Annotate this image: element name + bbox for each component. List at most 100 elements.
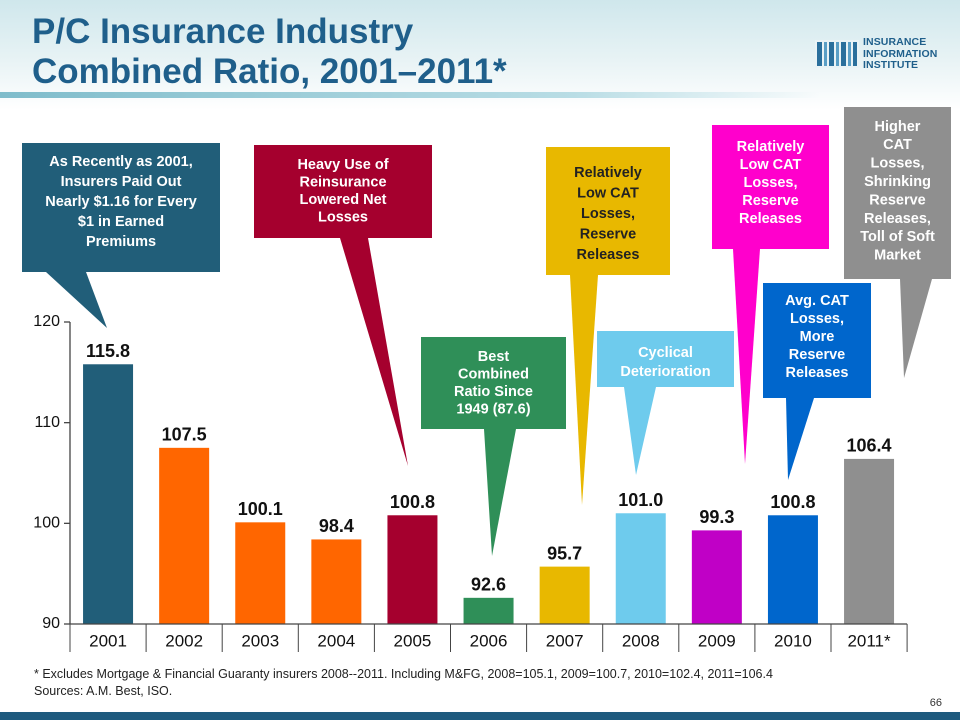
callout-2007-box xyxy=(546,147,670,275)
value-label-2001: 115.8 xyxy=(86,341,130,361)
callout-2010-box xyxy=(763,283,871,398)
callout-2008-box xyxy=(597,331,734,387)
x-tick-label-2007: 2007 xyxy=(546,631,584,650)
footnote-sources: Sources: A.M. Best, ISO. xyxy=(34,684,173,698)
callout-2010-line-5: Releases xyxy=(786,365,849,381)
value-label-2010: 100.8 xyxy=(770,492,815,512)
y-tick-label-90: 90 xyxy=(42,615,60,632)
callout-2005-line-3: Lowered Net xyxy=(299,192,386,208)
callout-2006-line-3: Ratio Since xyxy=(454,384,533,400)
x-tick-label-2003: 2003 xyxy=(241,631,279,650)
bar-2001 xyxy=(83,364,134,624)
callout-2008-pointer xyxy=(624,387,656,475)
callout-2001-pointer xyxy=(46,272,107,328)
callout-2010-line-4: Reserve xyxy=(789,347,845,363)
page-number: 66 xyxy=(929,697,942,709)
callout-2001-line-3: Nearly $1.16 for Every xyxy=(45,194,197,210)
callout-2005-pointer xyxy=(340,238,408,466)
callout-2008-line-1: Cyclical xyxy=(638,345,693,361)
page-title: P/C Insurance Industry Combined Ratio, 2… xyxy=(32,12,507,92)
value-label-2011: 106.4 xyxy=(847,436,892,456)
x-tick-label-2001: 2001 xyxy=(89,631,127,650)
callout-2005-line-1: Heavy Use of xyxy=(297,157,388,173)
footer-strip xyxy=(0,712,960,720)
x-tick-label-2002: 2002 xyxy=(165,631,203,650)
value-label-2003: 100.1 xyxy=(238,499,283,519)
callout-2009-box xyxy=(712,125,829,249)
x-tick-label-2010: 2010 xyxy=(774,631,812,650)
bar-2004 xyxy=(311,539,362,624)
bar-2008 xyxy=(615,513,666,624)
x-tick-label-2011: 2011* xyxy=(847,631,891,650)
callout-2011-line-2: CAT xyxy=(883,137,912,153)
callout-2009-line-4: Reserve xyxy=(742,193,798,209)
bar-2003 xyxy=(235,522,286,624)
callout-2010-line-3: More xyxy=(800,329,835,345)
callout-2011-line-6: Releases, xyxy=(864,211,931,227)
bar-2011 xyxy=(844,458,895,624)
title-banner xyxy=(0,0,960,110)
title-underline-bar xyxy=(0,92,820,98)
y-tick-label-110: 110 xyxy=(34,414,60,431)
callout-2010-pointer xyxy=(786,398,814,480)
callout-2006-pointer xyxy=(484,429,516,556)
callout-2011-line-3: Losses, xyxy=(871,156,925,172)
callout-2007-line-2: Low CAT xyxy=(577,185,639,201)
x-tick-label-2006: 2006 xyxy=(470,631,508,650)
y-tick-label-100: 100 xyxy=(33,515,60,532)
callout-2009-line-1: Relatively xyxy=(737,139,805,155)
title-line-1: P/C Insurance Industry xyxy=(32,12,414,51)
callout-2011-line-5: Reserve xyxy=(869,192,925,208)
callout-2011-line-4: Shrinking xyxy=(864,174,931,190)
logo-line-3: INSTITUTE xyxy=(863,59,919,71)
callout-2005-line-2: Reinsurance xyxy=(299,174,386,190)
callout-2007-pointer xyxy=(570,275,598,505)
y-tick-label-120: 120 xyxy=(33,313,60,330)
iii-logo: INSURANCE INFORMATION INSTITUTE xyxy=(815,36,955,72)
callout-2008-line-2: Deterioration xyxy=(620,364,710,380)
logo-line-2: INFORMATION xyxy=(863,47,938,60)
value-label-2005: 100.8 xyxy=(390,492,435,512)
bar-2002 xyxy=(159,447,210,624)
callout-2010-line-2: Losses, xyxy=(790,311,844,327)
bar-2010 xyxy=(767,515,818,624)
x-tick-label-2009: 2009 xyxy=(698,631,736,650)
callout-2011-line-7: Toll of Soft xyxy=(860,229,935,245)
callout-2009-line-5: Releases xyxy=(739,211,802,227)
callout-2001-line-2: Insurers Paid Out xyxy=(61,174,182,190)
x-tick-label-2005: 2005 xyxy=(394,631,432,650)
callout-2006-line-1: Best xyxy=(478,349,510,365)
callout-2010-line-1: Avg. CAT xyxy=(785,293,849,309)
callout-2006-box xyxy=(421,337,566,429)
callout-2011-line-8: Market xyxy=(874,248,921,264)
callout-2001-line-4: $1 in Earned xyxy=(78,214,164,230)
callout-2001-box xyxy=(22,143,220,272)
footnote: * Excludes Mortgage & Financial Guaranty… xyxy=(34,666,934,700)
x-tick-label-2008: 2008 xyxy=(622,631,660,650)
value-label-2009: 99.3 xyxy=(699,507,734,527)
iii-logo-text: INSURANCE INFORMATION INSTITUTE xyxy=(863,36,938,72)
bar-2009 xyxy=(691,530,742,624)
title-line-2: Combined Ratio, 2001–2011* xyxy=(32,52,507,91)
logo-line-1: INSURANCE xyxy=(863,36,927,48)
callout-2005-line-4: Losses xyxy=(318,209,368,225)
callout-2006-line-2: Combined xyxy=(458,366,529,382)
callout-2011-pointer xyxy=(900,279,932,378)
callout-2007-line-3: Losses, xyxy=(581,206,635,222)
footnote-line-1: * Excludes Mortgage & Financial Guaranty… xyxy=(34,667,773,681)
bar-2005 xyxy=(387,515,438,624)
value-label-2007: 95.7 xyxy=(547,543,582,563)
callout-2006-line-4: 1949 (87.6) xyxy=(456,401,530,417)
value-label-2006: 92.6 xyxy=(471,575,506,595)
callout-2009-pointer xyxy=(733,249,760,464)
x-tick-label-2004: 2004 xyxy=(317,631,355,650)
value-label-2008: 101.0 xyxy=(618,490,663,510)
callout-2005-box xyxy=(254,145,432,238)
callout-2007-line-4: Reserve xyxy=(580,226,636,242)
callout-2011-box xyxy=(844,107,951,279)
callout-2009-line-2: Low CAT xyxy=(740,157,802,173)
bar-2006 xyxy=(463,597,514,624)
bar-2007 xyxy=(539,566,590,624)
callout-2011-line-1: Higher xyxy=(875,119,921,135)
